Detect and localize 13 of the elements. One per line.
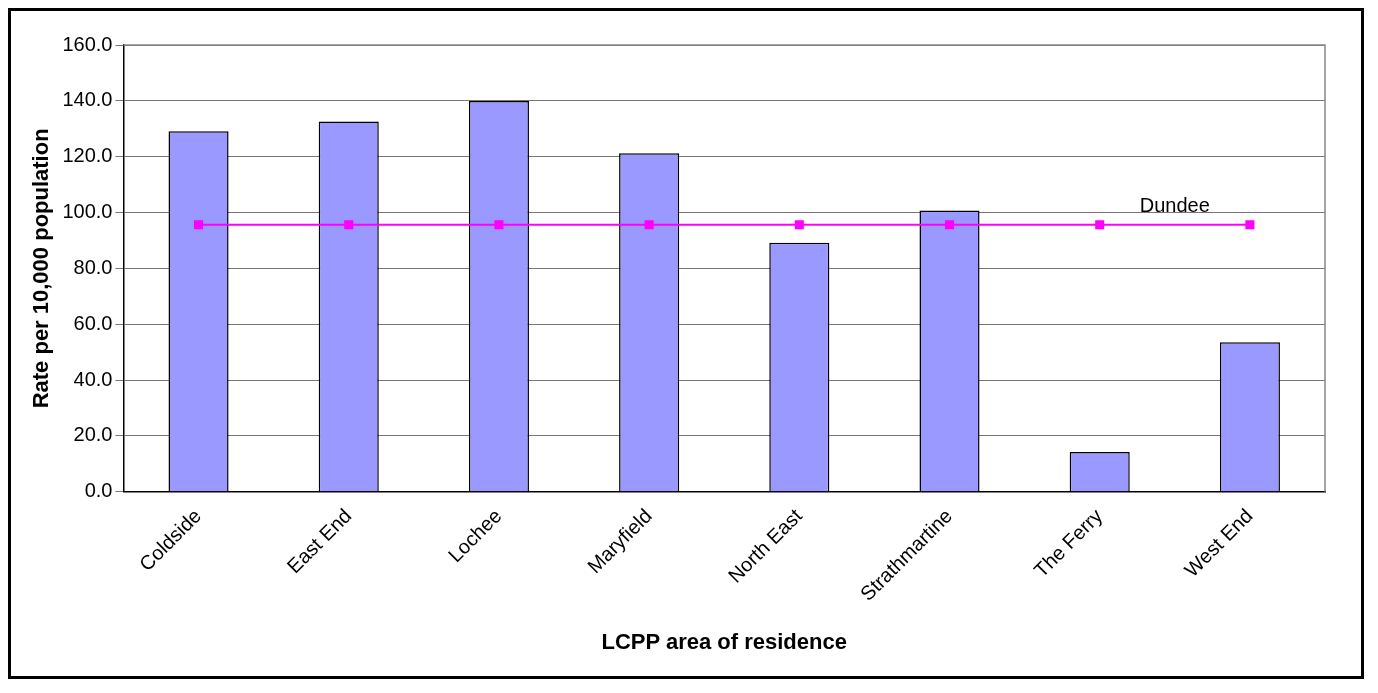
y-tick-label: 140.0 xyxy=(62,88,113,111)
y-tick-label: 60.0 xyxy=(73,311,113,334)
y-tick-label: 160.0 xyxy=(62,32,113,55)
x-tick-label: East End xyxy=(282,504,356,578)
series-label: Dundee xyxy=(1139,194,1210,217)
y-tick-label: 100.0 xyxy=(62,200,113,223)
y-axis-title: Rate per 10,000 population xyxy=(28,128,54,409)
x-axis-title: LCPP area of residence xyxy=(601,628,847,654)
y-tick-label: 120.0 xyxy=(62,144,113,167)
y-tick-label: 80.0 xyxy=(73,255,113,278)
y-tick-label: 20.0 xyxy=(73,423,113,446)
y-tick-label: 40.0 xyxy=(73,367,113,390)
y-tick-label: 0.0 xyxy=(84,479,113,502)
